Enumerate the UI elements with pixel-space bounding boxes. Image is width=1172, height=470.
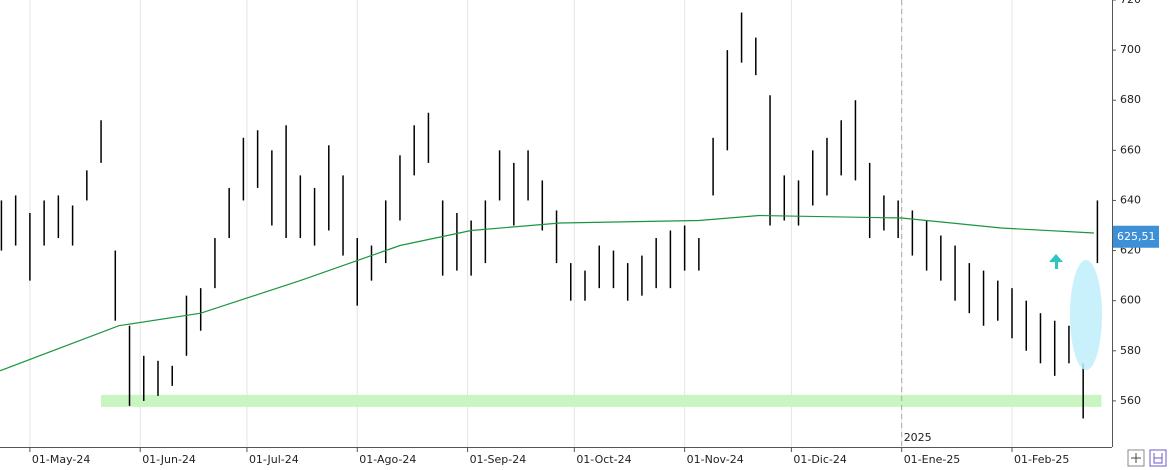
x-tick-label: 01-Jun-24	[142, 453, 196, 466]
last-price-label: 625,51	[1117, 230, 1156, 243]
bars	[0, 12, 1099, 419]
grid	[29, 0, 1102, 447]
x-tick-label: 01-Sep-24	[470, 453, 527, 466]
x-tick-label: 01-Dic-24	[793, 453, 847, 466]
x-tick-label: 01-May-24	[32, 453, 90, 466]
zoom-icon	[1131, 453, 1141, 463]
y-tick-label: 560	[1120, 394, 1141, 407]
y-tick-label: 600	[1120, 294, 1141, 307]
x-tick-label: 01-Nov-24	[687, 453, 744, 466]
y-tick-label: 640	[1120, 193, 1141, 206]
x-tick-label: 01-Jul-24	[249, 453, 299, 466]
y-tick-label: 580	[1120, 344, 1141, 357]
overlay	[0, 214, 1094, 372]
support-band	[101, 394, 1102, 407]
save-icon	[1153, 453, 1163, 464]
y-tick-label: 720	[1120, 0, 1141, 6]
x-tick-label: 01-Feb-25	[1014, 453, 1069, 466]
x-tick-label: 01-Ago-24	[359, 453, 416, 466]
y-tick-label: 680	[1120, 93, 1141, 106]
last-price-box	[1113, 225, 1159, 248]
highlight-ellipse	[1070, 260, 1102, 370]
year-label: 2025	[904, 431, 932, 444]
x-tick-label: 01-Ene-25	[904, 453, 961, 466]
y-tick-label: 700	[1120, 43, 1141, 56]
up-arrow	[1049, 254, 1063, 269]
x-tick-label: 01-Oct-24	[576, 453, 631, 466]
moving-average-line	[0, 214, 1094, 372]
y-tick-label: 660	[1120, 143, 1141, 156]
